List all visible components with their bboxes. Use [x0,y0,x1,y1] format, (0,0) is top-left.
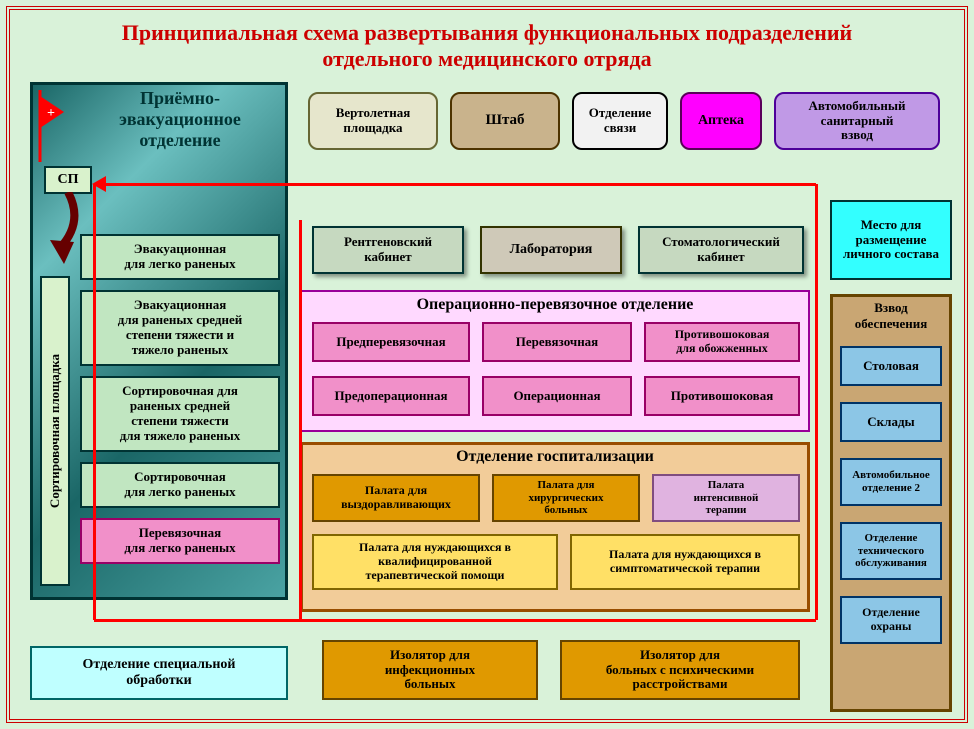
flow-arrow-2 [299,220,302,620]
svg-text:+: + [47,106,55,121]
support-room-1: Склады [840,402,942,442]
reception-room-4: Перевязочнаядля легко раненых [80,518,280,564]
reception-dept-title: Приёмно-эвакуационноеотделение [80,88,280,151]
flow-arrow-3 [94,619,816,622]
top-box-2: Отделениесвязи [572,92,668,150]
reception-room-1: Эвакуационнаядля раненых среднейстепени … [80,290,280,366]
op-room-3: Предоперационная [312,376,470,416]
support-room-4: Отделениеохраны [840,596,942,644]
bottom-box-0: Отделение специальнойобработки [30,646,288,700]
sp-box: СП [44,166,92,194]
diag-box-2: Стоматологическийкабинет [638,226,804,274]
top-box-1: Штаб [450,92,560,150]
op-room-4: Операционная [482,376,632,416]
top-box-4: Автомобильныйсанитарныйвзвод [774,92,940,150]
support-room-0: Столовая [840,346,942,386]
reception-room-3: Сортировочнаядля легко раненых [80,462,280,508]
diagram-title: Принципиальная схема развертывания функц… [40,20,934,72]
op-room-2: Противошоковаядля обожженных [644,322,800,362]
bottom-box-1: Изолятор дляинфекционныхбольных [322,640,538,700]
flow-arrow-4 [93,184,96,620]
flow-arrow-0 [94,183,816,186]
op-room-0: Предперевязочная [312,322,470,362]
op-room-1: Перевязочная [482,322,632,362]
support-room-3: Отделениетехническогообслуживания [840,522,942,580]
hosp-room-1: Палата дляхирургическихбольных [492,474,640,522]
hosp-room-0: Палата длявыздоравливающих [312,474,480,522]
flow-arrow-1 [815,184,818,620]
hosp-room-2: Палатаинтенсивнойтерапии [652,474,800,522]
sort-area: Сортировочная площадка [40,276,70,586]
diag-box-1: Лаборатория [480,226,622,274]
top-box-0: Вертолетнаяплощадка [308,92,438,150]
op-dept-title: Операционно-перевязочное отделение [310,296,800,314]
diag-box-0: Рентгеновскийкабинет [312,226,464,274]
support-title: Взводобеспечения [834,300,948,332]
reception-room-0: Эвакуационнаядля легко раненых [80,234,280,280]
personnel-box: Место дляразмещениеличного состава [830,200,952,280]
reception-room-2: Сортировочная дляраненых среднейстепени … [80,376,280,452]
support-room-2: Автомобильноеотделение 2 [840,458,942,506]
bottom-box-2: Изолятор длябольных с психическимирасстр… [560,640,800,700]
hosp-room-4: Палата для нуждающихся всимптоматической… [570,534,800,590]
op-room-5: Противошоковая [644,376,800,416]
hosp-room-3: Палата для нуждающихся вквалифицированно… [312,534,558,590]
hosp-dept-title: Отделение госпитализации [310,448,800,466]
top-box-3: Аптека [680,92,762,150]
flag-icon: + [36,90,66,162]
